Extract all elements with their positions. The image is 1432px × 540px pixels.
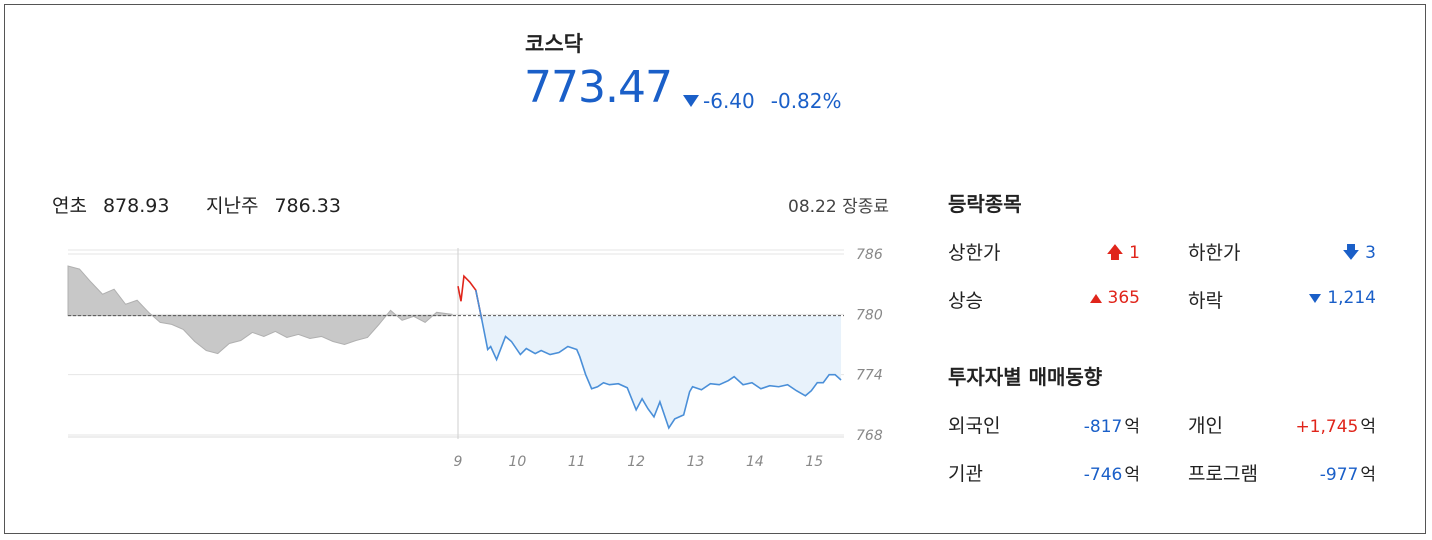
- down-arrow-icon: 🡇: [1342, 243, 1360, 263]
- upper-limit-label: 상한가: [948, 242, 1001, 264]
- down-triangle-icon: [683, 95, 699, 107]
- upper-limit-number: 1: [1129, 243, 1140, 263]
- x-tick-label: 10: [508, 454, 526, 470]
- investors-title: 투자자별 매매동향: [948, 365, 1103, 389]
- rise-number: 365: [1107, 288, 1140, 308]
- foreign-label: 외국인: [948, 415, 1001, 437]
- today-line-up: [457, 274, 483, 320]
- lower-limit-value: 🡇 3: [1296, 240, 1376, 269]
- rise-label: 상승: [948, 290, 983, 312]
- x-tick-label: 11: [568, 454, 586, 470]
- fall-value: 1,214: [1276, 288, 1376, 308]
- index-price: 773.47: [524, 62, 673, 113]
- x-tick-label: 14: [746, 454, 764, 470]
- change-value: -6.40: [703, 89, 755, 113]
- down-triangle-icon: [1309, 293, 1322, 303]
- y-tick-label: 786: [856, 247, 883, 263]
- today-area-fill: [458, 315, 842, 428]
- change-percent: -0.82%: [770, 89, 842, 113]
- foreign-value: -817 억: [1040, 412, 1140, 437]
- unit-label: 억: [1360, 465, 1376, 485]
- institution-label: 기관: [948, 463, 983, 485]
- fall-label: 하락: [1188, 290, 1223, 312]
- fall-number: 1,214: [1327, 288, 1376, 308]
- program-value: -977 억: [1256, 460, 1376, 485]
- foreign-number: -817: [1083, 417, 1123, 437]
- program-number: -977: [1319, 465, 1359, 485]
- ytd-stat: 연초 878.93: [52, 191, 169, 218]
- individual-label: 개인: [1188, 415, 1223, 437]
- lastweek-stat: 지난주 786.33: [206, 191, 341, 218]
- x-tick-label: 13: [687, 454, 705, 470]
- up-triangle-icon: [1089, 293, 1102, 303]
- individual-number: +1,745: [1295, 417, 1359, 437]
- ytd-value: 878.93: [102, 195, 170, 217]
- advance-decline-title: 등락종목: [948, 192, 1022, 216]
- lastweek-label: 지난주: [206, 195, 259, 217]
- y-tick-label: 768: [856, 428, 883, 444]
- lastweek-value: 786.33: [274, 195, 341, 217]
- previous-session-area: [67, 265, 453, 355]
- unit-label: 억: [1124, 465, 1140, 485]
- unit-label: 억: [1360, 417, 1376, 437]
- market-status: 08.22 장종료: [788, 197, 889, 217]
- today-line-down: [475, 290, 842, 430]
- institution-value: -746 억: [1040, 460, 1140, 485]
- individual-value: +1,745 억: [1256, 412, 1376, 437]
- program-label: 프로그램: [1188, 463, 1258, 485]
- x-tick-label: 9: [454, 454, 463, 470]
- intraday-chart: 786 780 774 768 9 10 11 12 13 14 15: [67, 247, 883, 470]
- rise-value: 365: [1040, 288, 1140, 308]
- y-tick-label: 774: [856, 368, 883, 384]
- y-tick-label: 780: [856, 307, 883, 323]
- up-arrow-icon: 🡅: [1106, 243, 1124, 263]
- upper-limit-value: 🡅 1: [1060, 240, 1140, 269]
- x-tick-label: 12: [627, 454, 645, 470]
- kosdaq-widget: [4, 4, 1426, 534]
- index-change: -6.40 -0.82%: [683, 89, 842, 113]
- lower-limit-label: 하한가: [1188, 242, 1241, 264]
- ytd-label: 연초: [52, 195, 87, 217]
- lower-limit-number: 3: [1365, 243, 1376, 263]
- x-tick-label: 15: [805, 454, 823, 470]
- unit-label: 억: [1124, 417, 1140, 437]
- index-name[interactable]: 코스닥: [525, 32, 583, 56]
- institution-number: -746: [1083, 465, 1123, 485]
